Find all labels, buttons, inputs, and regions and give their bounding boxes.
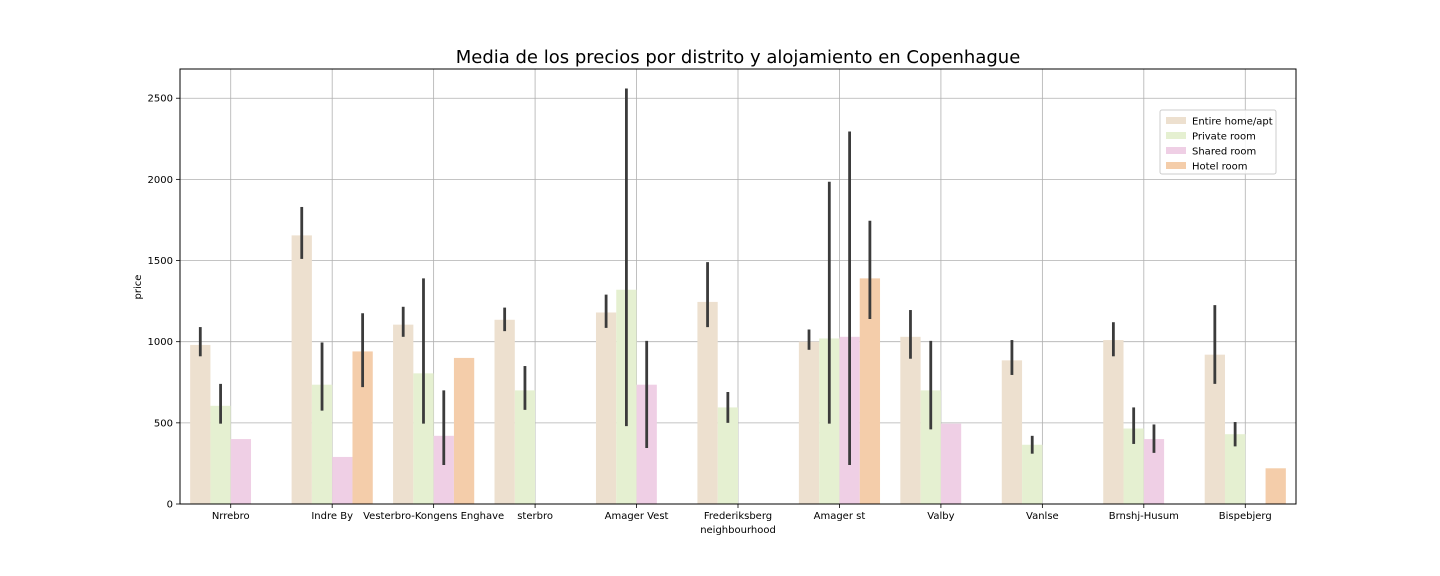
legend-label: Shared room: [1192, 147, 1256, 158]
bar: [393, 324, 414, 504]
x-axis-ticks: Nrrebro Indre By Vesterbro-Kongens Enghave…: [212, 504, 1272, 522]
y-tick-label: 0: [167, 500, 173, 511]
chart-title: Media de los precios por distrito y aloj…: [456, 47, 1021, 68]
x-tick-label: Bispebjerg: [1219, 511, 1272, 522]
bar: [190, 344, 211, 504]
bar: [940, 423, 962, 504]
legend-label: Hotel room: [1192, 162, 1248, 173]
bar: [291, 235, 312, 504]
error-bars: [198, 88, 1237, 466]
bar: [352, 351, 373, 504]
y-tick-label: 1500: [148, 256, 173, 267]
y-tick-label: 2000: [148, 175, 173, 186]
y-tick-label: 500: [154, 418, 173, 429]
bar: [920, 390, 941, 504]
x-tick-label: Brnshj-Husum: [1109, 511, 1179, 522]
x-tick-label: Nrrebro: [212, 511, 250, 522]
legend-swatch: [1166, 132, 1186, 139]
bar: [311, 384, 333, 504]
bar: [900, 336, 921, 504]
x-tick-label: sterbro: [517, 511, 553, 522]
bar: [859, 278, 881, 504]
bar: [798, 341, 820, 504]
y-tick-label: 1000: [148, 337, 173, 348]
bar: [1143, 439, 1165, 504]
x-tick-label: Valby: [927, 511, 954, 522]
x-tick-label: Vesterbro-Kongens Enghave: [363, 511, 504, 522]
legend-label: Private room: [1192, 132, 1256, 143]
bar: [433, 435, 454, 504]
x-tick-label: Amager st: [814, 511, 866, 522]
bar: [1022, 444, 1043, 504]
legend: Entire home/apt Private room Shared room Ho…: [1159, 109, 1277, 175]
y-axis-ticks: 0 500 1000 1500 2000 2500: [148, 94, 180, 511]
bar: [332, 456, 353, 504]
legend-label: Entire home/apt: [1192, 117, 1273, 128]
bars: [190, 235, 1286, 504]
legend-swatch: [1166, 162, 1186, 169]
x-tick-label: Vanlse: [1026, 511, 1059, 522]
bar: [1001, 360, 1023, 504]
bar: [697, 301, 718, 504]
bar: [453, 357, 475, 504]
bar: [514, 390, 536, 504]
bar: [413, 373, 434, 504]
x-tick-label: Indre By: [311, 511, 353, 522]
bar: [210, 405, 231, 504]
legend-swatch: [1166, 117, 1186, 124]
legend-swatch: [1166, 147, 1186, 154]
y-tick-label: 2500: [148, 94, 173, 105]
x-tick-label: Frederiksberg: [704, 511, 772, 522]
bar: [595, 312, 617, 504]
x-axis-label: neighbourhood: [700, 525, 776, 536]
bar: [494, 319, 515, 504]
bar: [1204, 354, 1225, 504]
bar: [1123, 428, 1144, 504]
legend-box: [1159, 109, 1277, 175]
bar: [1103, 340, 1124, 504]
bar: [1224, 434, 1246, 504]
bar: [717, 407, 738, 504]
bar: [230, 439, 252, 504]
y-axis-label: price: [133, 275, 144, 300]
x-tick-label: Amager Vest: [605, 511, 669, 522]
bar: [1265, 468, 1286, 504]
